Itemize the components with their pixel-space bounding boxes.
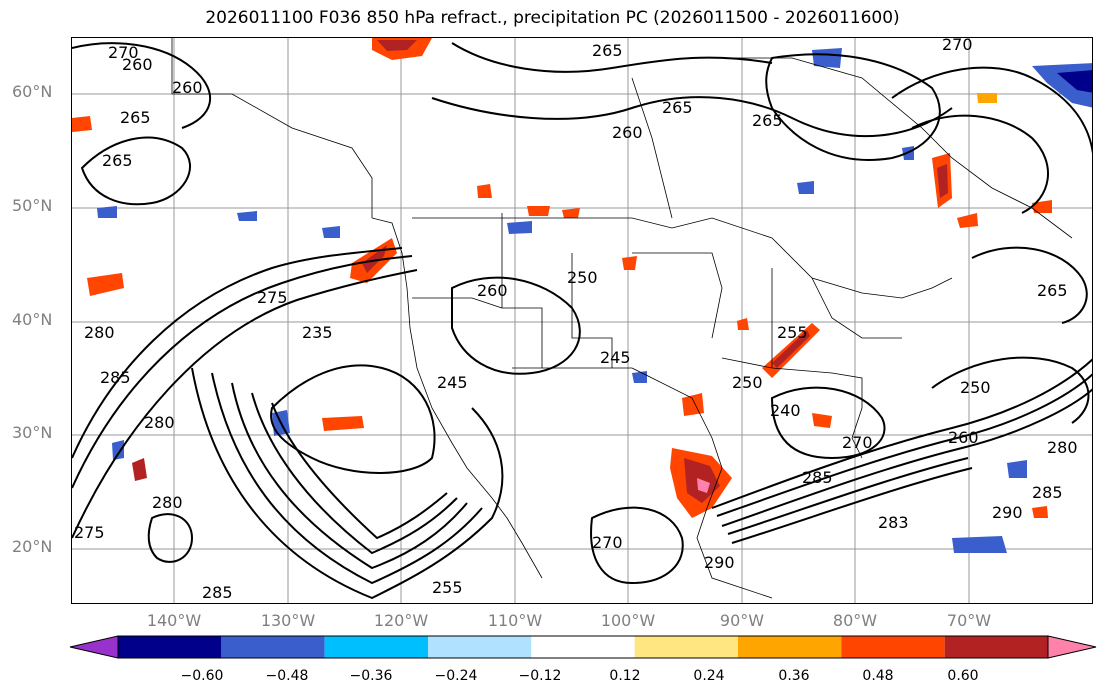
colorbar-tick: 0.12 — [609, 668, 641, 684]
colorbar-segment — [841, 636, 945, 658]
contour-label: 265 — [120, 108, 151, 127]
contour-label: 290 — [704, 553, 735, 572]
contour-label: 265 — [592, 41, 623, 60]
colorbar-tick: 0.48 — [862, 668, 894, 684]
contour-label: 250 — [960, 378, 991, 397]
contour-label: 290 — [992, 503, 1023, 522]
contour-label: 280 — [84, 323, 115, 342]
colorbar-tick: −0.36 — [349, 668, 393, 684]
contour-label: 283 — [878, 513, 909, 532]
contour-label: 265 — [662, 98, 693, 117]
colorbar-tick: −0.60 — [180, 668, 224, 684]
contour-label: 275 — [74, 523, 105, 542]
colorbar-tick: 0.24 — [693, 668, 725, 684]
contour-label: 235 — [302, 323, 333, 342]
colorbar-segment — [118, 636, 222, 658]
contour-label: 280 — [152, 493, 183, 512]
lat-label-20n: 20°N — [12, 537, 53, 556]
lon-label-90w: 90°W — [719, 611, 765, 630]
map-plot-area[interactable]: 270 260 265 260 265 265 265 260 270 265 … — [71, 37, 1093, 604]
colorbar-segment — [944, 636, 1048, 658]
colorbar-extend-min — [69, 635, 119, 659]
coastlines-borders — [171, 38, 1073, 599]
map-canvas: 270 260 265 260 265 265 265 260 270 265 … — [72, 38, 1092, 603]
colorbar-outline — [117, 635, 1049, 659]
contour-label: 255 — [432, 578, 463, 597]
lon-label-130w: 130°W — [260, 611, 316, 630]
map-title: 2026011100 F036 850 hPa refract., precip… — [205, 8, 900, 28]
colorbar-tick: −0.12 — [518, 668, 562, 684]
lon-label-70w: 70°W — [946, 611, 992, 630]
contour-label: 280 — [1047, 438, 1078, 457]
contour-label: 285 — [202, 583, 233, 602]
contour-label: 250 — [732, 373, 763, 392]
lon-label-80w: 80°W — [832, 611, 878, 630]
lon-label-140w: 140°W — [146, 611, 202, 630]
contour-label: 270 — [592, 533, 623, 552]
contour-label: 285 — [1032, 483, 1063, 502]
contour-label: 285 — [100, 368, 131, 387]
graticule — [72, 38, 1092, 603]
colorbar-segments — [69, 635, 1097, 659]
contour-label: 250 — [567, 268, 598, 287]
contour-label: 260 — [612, 123, 643, 142]
refractivity-contours — [72, 42, 1092, 600]
contour-label: 240 — [770, 401, 801, 420]
contour-label: 275 — [257, 288, 288, 307]
colorbar-tick: 0.36 — [778, 668, 810, 684]
contour-label: 270 — [942, 38, 973, 54]
contour-label: 260 — [477, 281, 508, 300]
contour-label: 245 — [600, 348, 631, 367]
colorbar-tick: −0.24 — [434, 668, 478, 684]
contour-label: 260 — [172, 78, 203, 97]
contour-label: 265 — [752, 111, 783, 130]
colorbar-segment — [634, 636, 738, 658]
colorbar-segment — [221, 636, 325, 658]
colorbar-segment — [738, 636, 842, 658]
lon-label-100w: 100°W — [600, 611, 656, 630]
colorbar-segment — [324, 636, 428, 658]
colorbar-segment — [531, 636, 635, 658]
colorbar-tick: −0.48 — [265, 668, 309, 684]
precip-positive-shading — [72, 38, 1052, 518]
contour-label: 255 — [777, 323, 808, 342]
colorbar-extend-max — [1047, 635, 1097, 659]
contour-label: 270 — [108, 43, 139, 62]
contour-label: 260 — [122, 55, 153, 74]
contour-label: 265 — [102, 151, 133, 170]
colorbar-tick: 0.60 — [947, 668, 979, 684]
precip-negative-shading — [97, 48, 1092, 553]
lat-label-60n: 60°N — [12, 82, 53, 101]
contour-label: 285 — [802, 468, 833, 487]
contour-labels: 270 260 265 260 265 265 265 260 270 265 … — [74, 38, 1078, 602]
lat-label-30n: 30°N — [12, 423, 53, 442]
colorbar — [69, 635, 1097, 659]
lon-label-120w: 120°W — [373, 611, 429, 630]
lon-label-110w: 110°W — [487, 611, 543, 630]
contour-label: 260 — [948, 428, 979, 447]
contour-label: 265 — [1037, 281, 1068, 300]
lat-label-40n: 40°N — [12, 310, 53, 329]
contour-label: 245 — [437, 373, 468, 392]
lat-label-50n: 50°N — [12, 196, 53, 215]
contour-label: 270 — [842, 433, 873, 452]
colorbar-segment — [428, 636, 532, 658]
contour-label: 280 — [144, 413, 175, 432]
